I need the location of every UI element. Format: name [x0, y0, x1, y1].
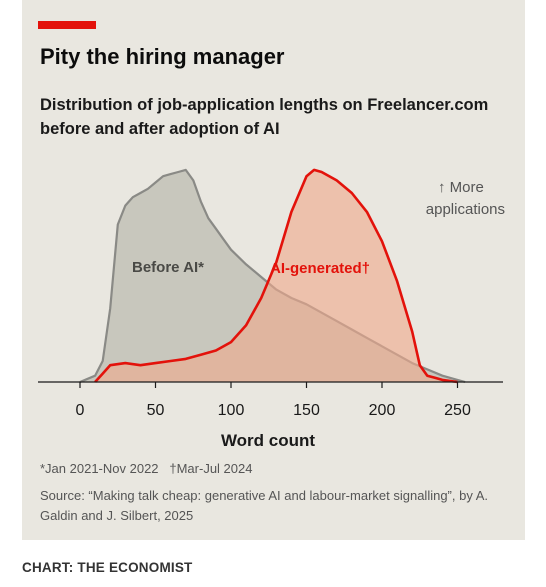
series-label-after: AI-generated†	[270, 260, 370, 277]
x-tick-label: 150	[293, 402, 320, 419]
series-line-after	[94, 168, 458, 384]
chart-title: Pity the hiring manager	[40, 44, 285, 69]
chart-credit: CHART: THE ECONOMIST	[22, 560, 193, 575]
chart-subtitle: Distribution of job-application lengths …	[40, 96, 489, 138]
x-axis-label: Word count	[221, 431, 315, 450]
footnote-after: †Mar-Jul 2024	[169, 461, 253, 476]
x-tick-label: 0	[76, 402, 85, 419]
series-area-after	[95, 169, 458, 382]
series-area-before	[80, 169, 466, 382]
footnote-before: *Jan 2021-Nov 2022	[40, 461, 159, 476]
brand-accent-bar	[38, 21, 96, 29]
x-tick-label: 50	[147, 402, 165, 419]
x-tick-label: 200	[369, 402, 396, 419]
series-label-before: Before AI*	[132, 259, 204, 276]
source-note: Source: “Making talk cheap: generative A…	[40, 488, 489, 523]
x-tick-label: 250	[444, 402, 471, 419]
x-tick-label: 100	[218, 402, 245, 419]
footnote: *Jan 2021-Nov 2022 †Mar-Jul 2024	[40, 461, 252, 476]
more-applications-annotation: ↑ More applications	[426, 179, 505, 218]
